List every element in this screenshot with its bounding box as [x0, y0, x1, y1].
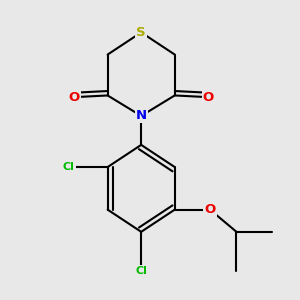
Text: N: N: [136, 110, 147, 122]
Text: Cl: Cl: [135, 266, 147, 276]
Text: O: O: [68, 91, 80, 104]
Text: Cl: Cl: [63, 162, 75, 172]
Text: O: O: [204, 203, 216, 216]
Text: S: S: [136, 26, 146, 39]
Text: O: O: [202, 91, 214, 104]
